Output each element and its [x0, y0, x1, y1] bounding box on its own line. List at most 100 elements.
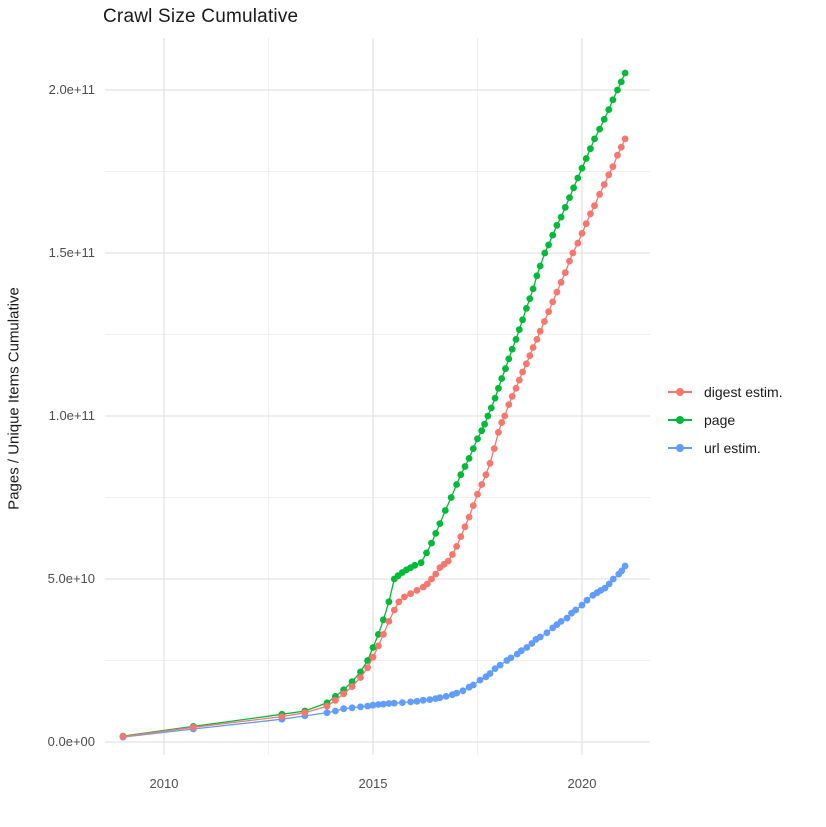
data-point — [385, 700, 393, 707]
data-point — [375, 642, 382, 650]
data-point — [549, 231, 557, 239]
data-point — [436, 520, 444, 527]
data-point — [533, 336, 541, 343]
data-point — [457, 471, 465, 479]
data-point — [519, 316, 526, 324]
data-point — [526, 295, 534, 302]
data-point — [481, 420, 488, 428]
data-point — [390, 606, 398, 614]
x-tick-label: 2015 — [358, 776, 388, 791]
data-point — [417, 559, 425, 567]
data-point — [505, 401, 513, 408]
data-point — [617, 78, 625, 86]
data-point — [442, 693, 450, 700]
data-point — [549, 298, 557, 306]
data-point — [348, 704, 356, 712]
data-point — [411, 561, 419, 569]
data-point — [596, 125, 603, 133]
data-point — [474, 490, 481, 498]
data-point — [413, 697, 421, 705]
data-point — [301, 709, 309, 717]
data-point — [385, 618, 393, 625]
data-point — [364, 702, 371, 710]
data-point — [519, 368, 526, 376]
data-point — [444, 557, 452, 565]
data-point — [578, 601, 586, 609]
data-point — [578, 230, 586, 237]
data-point — [569, 249, 577, 257]
series-line — [122, 72, 626, 737]
legend-key-page-icon — [668, 413, 692, 427]
data-point — [189, 723, 197, 731]
data-point — [495, 384, 502, 392]
data-point — [536, 327, 544, 335]
data-point — [543, 629, 551, 637]
data-point — [609, 96, 617, 104]
data-point — [332, 707, 339, 715]
data-point — [545, 241, 552, 249]
data-point — [369, 653, 377, 661]
data-point — [533, 272, 541, 280]
data-point — [587, 210, 594, 218]
data-point — [469, 681, 477, 689]
data-point — [428, 539, 435, 547]
legend-label-digest: digest estim. — [704, 384, 783, 400]
data-point — [407, 698, 414, 706]
data-point — [523, 305, 530, 312]
data-point — [605, 106, 613, 113]
series-url-estim- — [119, 562, 629, 741]
data-point — [502, 365, 509, 373]
data-point — [482, 471, 490, 479]
y-tick-label: 1.0e+11 — [48, 408, 95, 423]
data-point — [348, 683, 356, 690]
data-point — [364, 664, 371, 672]
data-point — [508, 393, 516, 400]
data-point — [423, 549, 430, 557]
data-point — [553, 288, 561, 296]
data-point — [536, 633, 544, 641]
data-point — [375, 701, 382, 708]
data-point — [447, 494, 455, 501]
data-point — [476, 676, 484, 684]
data-point — [523, 644, 531, 651]
data-point — [541, 318, 548, 325]
data-point — [512, 384, 520, 392]
data-point — [526, 352, 534, 360]
data-point — [570, 184, 577, 192]
data-point — [478, 427, 486, 435]
data-point — [614, 151, 621, 159]
data-point — [390, 699, 398, 707]
series-page — [119, 69, 629, 740]
data-point — [498, 419, 506, 426]
data-point — [582, 155, 590, 162]
series-line — [122, 565, 626, 738]
legend-label-url: url estim. — [704, 440, 761, 456]
data-point — [436, 694, 444, 702]
x-tick-label: 2020 — [567, 776, 597, 791]
legend-label-page: page — [704, 412, 736, 428]
legend-item-page: page — [668, 406, 783, 434]
data-point — [423, 580, 431, 588]
data-point — [395, 598, 403, 606]
data-point — [600, 115, 608, 123]
data-point — [407, 590, 414, 598]
data-point — [505, 355, 513, 363]
data-point — [617, 143, 625, 151]
data-point — [432, 570, 440, 578]
data-point — [484, 412, 492, 420]
data-point — [375, 631, 382, 638]
series-digest-estim- — [119, 135, 629, 740]
y-tick-label: 1.5e+11 — [48, 245, 95, 260]
data-point — [557, 213, 565, 221]
data-point — [332, 696, 339, 704]
page-title: Crawl Size Cumulative — [103, 6, 299, 27]
legend-item-url: url estim. — [668, 434, 783, 462]
data-point — [605, 171, 613, 179]
data-point — [357, 703, 364, 711]
data-point — [523, 360, 530, 368]
data-point — [461, 463, 469, 470]
data-point — [380, 616, 387, 624]
data-point — [380, 631, 387, 638]
data-point — [618, 567, 626, 575]
data-point — [515, 376, 523, 384]
